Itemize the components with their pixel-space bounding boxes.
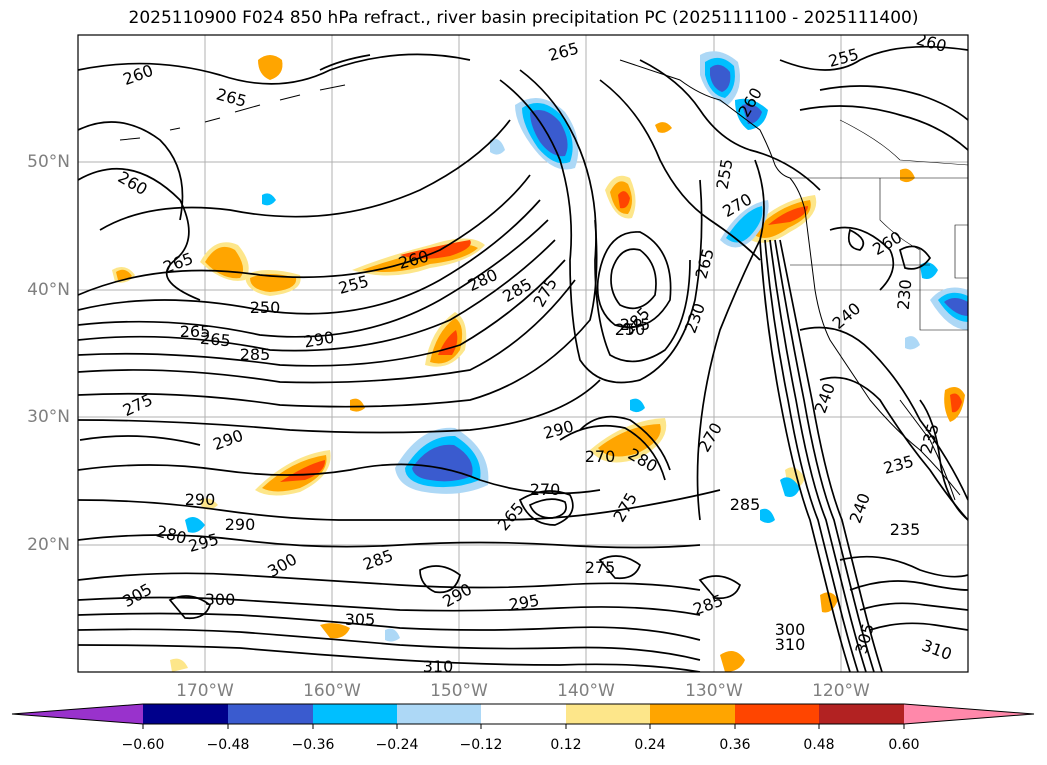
coastlines (119, 59, 961, 501)
lon-label-120w: 120°W (812, 681, 870, 701)
contour-label: 290 (185, 490, 216, 509)
colorbar-tick-label: −0.48 (206, 737, 250, 753)
colorbar-tick-label: 0.24 (634, 737, 666, 753)
contour-label: 305 (345, 610, 376, 629)
plot-area (78, 35, 968, 672)
contour-label: 300 (205, 590, 236, 609)
contour-label: 275 (585, 558, 616, 577)
colorbar-bin-6 (566, 704, 650, 724)
contour-label: 310 (775, 635, 806, 654)
colorbar-tick-label: −0.12 (459, 737, 503, 753)
lat-label-40n: 40°N (27, 280, 70, 300)
colorbar-under-triangle (12, 704, 143, 724)
contour-label: 285 (240, 345, 271, 364)
chart-title: 2025110900 F024 850 hPa refract., river … (128, 8, 919, 28)
colorbar-over-triangle (904, 704, 1034, 724)
lon-label-130w: 130°W (685, 681, 743, 701)
lon-label-170w: 170°W (176, 681, 234, 701)
country-borders (790, 119, 968, 331)
contour-label: 285 (730, 495, 761, 514)
plot-frame (77, 34, 969, 673)
contour-label: 290 (225, 515, 256, 534)
lon-label-140w: 140°W (557, 681, 615, 701)
colorbar-bin-4 (397, 704, 481, 724)
colorbar-tick-label: 0.60 (888, 737, 920, 753)
colorbar-bin-9 (819, 704, 904, 724)
lon-label-160w: 160°W (303, 681, 361, 701)
colorbar-tick-label: −0.60 (121, 737, 165, 753)
contour-label: 250 (615, 320, 646, 339)
colorbar-tick-label: −0.24 (375, 737, 419, 753)
lat-label-30n: 30°N (27, 407, 70, 427)
colorbar-tick-label: 0.36 (719, 737, 751, 753)
colorbar (11, 703, 1035, 729)
colorbar-bin-5 (481, 704, 566, 724)
colorbar-bin-1 (143, 704, 228, 724)
contour-label: 250 (250, 298, 281, 317)
colorbar-tick-label: 0.12 (550, 737, 582, 753)
colorbar-bin-2 (228, 704, 313, 724)
colorbar-bin-7 (650, 704, 735, 724)
contour-label: 230 (894, 278, 916, 310)
precip-negative-areas (185, 51, 968, 642)
contour-label: 265 (180, 322, 211, 341)
colorbar-bin-8 (735, 704, 819, 724)
contour-label: 310 (423, 657, 454, 676)
colorbar-tick-label: 0.48 (803, 737, 835, 753)
colorbar-bin-3 (313, 704, 397, 724)
refractivity-contours (78, 45, 968, 672)
lat-label-20n: 20°N (27, 535, 70, 555)
contour-label: 235 (890, 520, 921, 539)
contour-label: 300 (775, 620, 806, 639)
contour-label: 270 (585, 447, 616, 466)
contour-label: 245 (620, 315, 651, 334)
contour-label: 265 (199, 329, 231, 351)
lon-label-150w: 150°W (430, 681, 488, 701)
contour-label: 270 (530, 480, 561, 499)
colorbar-tick-label: −0.36 (291, 737, 335, 753)
lat-label-50n: 50°N (27, 152, 70, 172)
